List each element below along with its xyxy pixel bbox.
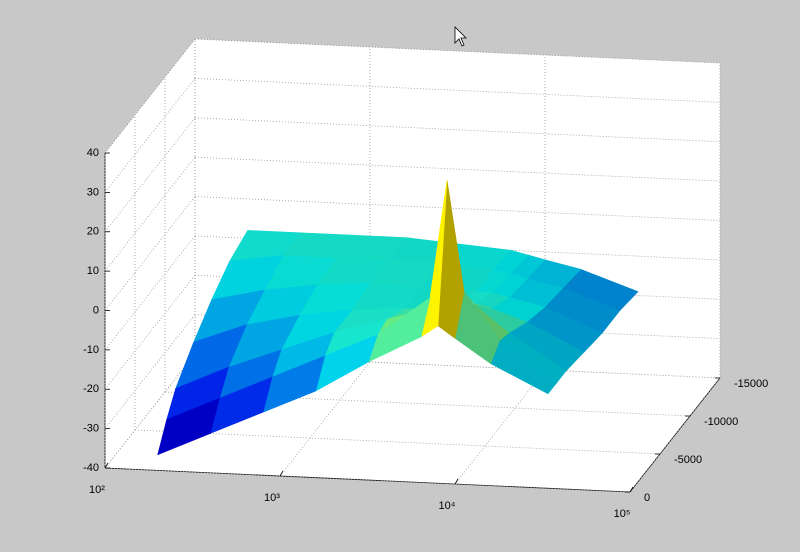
x-tick — [454, 478, 459, 485]
z-grid-line — [194, 117, 721, 143]
z-tick-label: 10 — [87, 265, 99, 277]
y-tick-label: 0 — [644, 492, 650, 504]
tick-labels: -40 -30 -20 -10 0 10 20 30 40 10² 10³ 10⁴ 10⁵ 0 -5000 -… — [83, 147, 768, 520]
z-tick-label: -20 — [83, 383, 99, 395]
y-tick-label: -5000 — [674, 454, 702, 466]
surface-patch — [157, 397, 220, 456]
x-tick — [279, 470, 284, 477]
z-grid-line — [194, 77, 721, 103]
z-grid-line — [104, 235, 196, 351]
z-tick-label: 40 — [87, 147, 99, 159]
x-grid-line — [629, 377, 721, 493]
z-tick-label: 30 — [87, 186, 99, 198]
z-grid-line — [104, 314, 196, 429]
z-grid-line — [194, 156, 721, 182]
x-tick-label: 10⁵ — [614, 508, 631, 520]
z-grid-line — [104, 38, 196, 154]
z-grid-line — [104, 156, 196, 272]
z-grid-line — [194, 38, 721, 64]
x-tick — [104, 462, 109, 469]
z-tick-label: -30 — [83, 423, 99, 435]
z-grid-line — [104, 196, 196, 311]
x-tick-label: 10³ — [264, 492, 280, 504]
z-grid-line — [194, 196, 721, 221]
x-tick-label: 10² — [89, 484, 105, 496]
z-tick-label: -10 — [83, 344, 99, 356]
y-tick-label: -10000 — [704, 416, 738, 428]
y-grid-line — [134, 429, 661, 455]
z-tick-label: 0 — [93, 304, 99, 316]
x-tick — [629, 486, 634, 493]
z-grid-line — [104, 353, 196, 469]
surface — [157, 180, 639, 456]
x-tick-label: 10⁴ — [439, 500, 456, 512]
y-tick-label: -15000 — [734, 378, 768, 390]
x-grid-line — [279, 361, 371, 477]
z-grid-line — [104, 117, 196, 232]
z-tick-label: 20 — [87, 226, 99, 238]
z-grid-line — [104, 78, 196, 193]
y-grid-line — [104, 467, 631, 493]
x-grid-line — [454, 369, 546, 485]
z-tick-label: -40 — [83, 462, 99, 474]
z-grid-line — [104, 275, 196, 390]
mouse-cursor — [454, 26, 467, 47]
